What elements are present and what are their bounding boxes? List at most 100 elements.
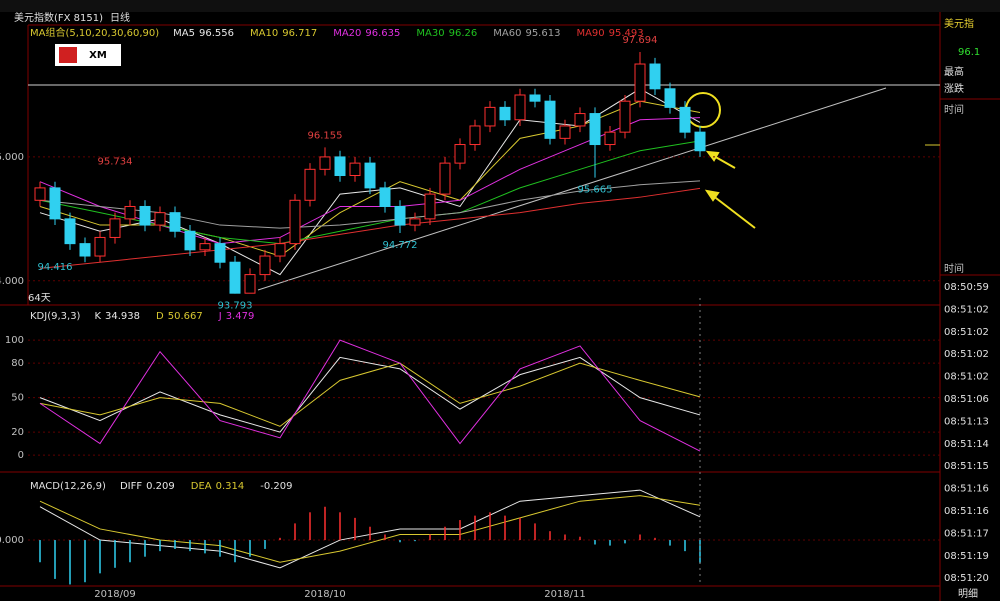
candle-body bbox=[169, 212, 181, 232]
time-entry: 08:51:02 bbox=[944, 327, 989, 338]
y-tick-label: 50 bbox=[11, 393, 24, 404]
legend-name: K bbox=[94, 311, 101, 322]
candle-body bbox=[139, 205, 151, 226]
y-tick-label: 0.000 bbox=[0, 535, 24, 546]
time-entry: 08:51:15 bbox=[944, 461, 989, 472]
candle-body bbox=[199, 243, 211, 251]
instrument-title: 美元指数(FX 8151) bbox=[14, 11, 103, 24]
side-header: 时间 bbox=[944, 103, 964, 116]
time-entry: 08:51:16 bbox=[944, 506, 989, 517]
extreme-label: 96.155 bbox=[308, 130, 343, 141]
legend-name: MA20 bbox=[333, 28, 361, 39]
days-label: 64天 bbox=[28, 293, 51, 304]
candle-body bbox=[109, 218, 121, 238]
legend-value: 96.635 bbox=[365, 28, 400, 39]
side-footer: 明细 bbox=[958, 587, 978, 600]
legend-name: MA60 bbox=[493, 28, 521, 39]
y-tick-label: 20 bbox=[11, 427, 24, 438]
time-entry: 08:51:17 bbox=[944, 528, 989, 539]
legend-name: MA90 bbox=[576, 28, 604, 39]
candle-body bbox=[409, 218, 421, 226]
legend-value: 34.938 bbox=[105, 311, 140, 322]
indicator-line bbox=[39, 187, 701, 269]
legend-name: D bbox=[156, 311, 164, 322]
side-row: 涨跌 bbox=[944, 82, 964, 95]
candle-body bbox=[349, 162, 361, 177]
candle-body bbox=[94, 236, 106, 257]
legend-title: MA组合(5,10,20,30,60,90) bbox=[30, 26, 159, 39]
candle-body bbox=[484, 106, 496, 127]
legend-name: MA10 bbox=[250, 28, 278, 39]
xm-logo: XM bbox=[55, 44, 121, 66]
legend-name: MA5 bbox=[173, 28, 195, 39]
y-tick-label: 6.000 bbox=[0, 152, 24, 163]
candle-body bbox=[544, 100, 556, 139]
extreme-label: 93.793 bbox=[218, 301, 253, 312]
extreme-label: 95.665 bbox=[578, 185, 613, 196]
candle-body bbox=[589, 113, 601, 146]
side-row: 最高 bbox=[944, 65, 964, 78]
macd-value: -0.209 bbox=[260, 481, 292, 492]
legend-name: DEA bbox=[191, 481, 212, 492]
legend-value: 0.209 bbox=[146, 481, 175, 492]
legend-title: KDJ(9,3,3) bbox=[30, 311, 81, 322]
candle-body bbox=[259, 255, 271, 276]
candle-body bbox=[559, 125, 571, 139]
candle-body bbox=[334, 156, 346, 177]
candle-body bbox=[214, 243, 226, 263]
candle-body bbox=[379, 187, 391, 207]
top-bar bbox=[0, 0, 1000, 12]
time-entry: 08:51:02 bbox=[944, 349, 989, 360]
side-price: 96.1 bbox=[958, 47, 980, 58]
legend-value: 96.26 bbox=[449, 28, 478, 39]
candle-body bbox=[49, 187, 61, 220]
time-entry: 08:51:20 bbox=[944, 573, 989, 584]
trend-line bbox=[257, 87, 887, 291]
side-header: 时间 bbox=[944, 262, 964, 275]
candle-body bbox=[469, 125, 481, 146]
y-tick-label: 0 bbox=[18, 450, 24, 461]
candle-body bbox=[244, 274, 256, 294]
date-label: 2018/09 bbox=[94, 589, 136, 600]
candle-body bbox=[454, 144, 466, 164]
candle-body bbox=[154, 212, 166, 226]
candle-body bbox=[424, 193, 436, 220]
candle-body bbox=[304, 168, 316, 201]
legend-name: J bbox=[218, 311, 222, 322]
candle-body bbox=[514, 94, 526, 121]
candle-body bbox=[184, 230, 196, 251]
candle-body bbox=[664, 88, 676, 108]
time-entry: 08:51:16 bbox=[944, 484, 989, 495]
y-tick-label: 4.000 bbox=[0, 276, 24, 287]
candle-body bbox=[634, 63, 646, 102]
legend-title: MACD(12,26,9) bbox=[30, 481, 106, 492]
period: 日线 bbox=[110, 11, 130, 24]
arrows bbox=[704, 150, 756, 229]
candle-body bbox=[79, 243, 91, 257]
extreme-label: 97.694 bbox=[623, 35, 658, 46]
legend-value: 96.556 bbox=[199, 28, 234, 39]
extreme-label: 94.416 bbox=[38, 262, 73, 273]
date-label: 2018/10 bbox=[304, 589, 346, 600]
candle-body bbox=[364, 162, 376, 189]
time-entry: 08:51:02 bbox=[944, 372, 989, 383]
time-entry: 08:50:59 bbox=[944, 282, 989, 293]
extreme-label: 95.734 bbox=[98, 156, 133, 167]
candle-body bbox=[274, 243, 286, 257]
indicator-line bbox=[39, 495, 701, 563]
legend-value: 96.717 bbox=[282, 28, 317, 39]
candle-body bbox=[574, 113, 586, 127]
svg-text:XM: XM bbox=[89, 50, 107, 61]
time-entry: 08:51:13 bbox=[944, 416, 989, 427]
time-entry: 08:51:02 bbox=[944, 304, 989, 315]
candle-body bbox=[229, 261, 241, 294]
candle-body bbox=[34, 187, 46, 201]
extreme-label: 94.772 bbox=[383, 240, 418, 251]
legend-value: 3.479 bbox=[226, 311, 255, 322]
indicator-line bbox=[39, 356, 701, 433]
candle-body bbox=[499, 106, 511, 121]
candle-body bbox=[694, 131, 706, 152]
time-entry: 08:51:14 bbox=[944, 439, 989, 450]
